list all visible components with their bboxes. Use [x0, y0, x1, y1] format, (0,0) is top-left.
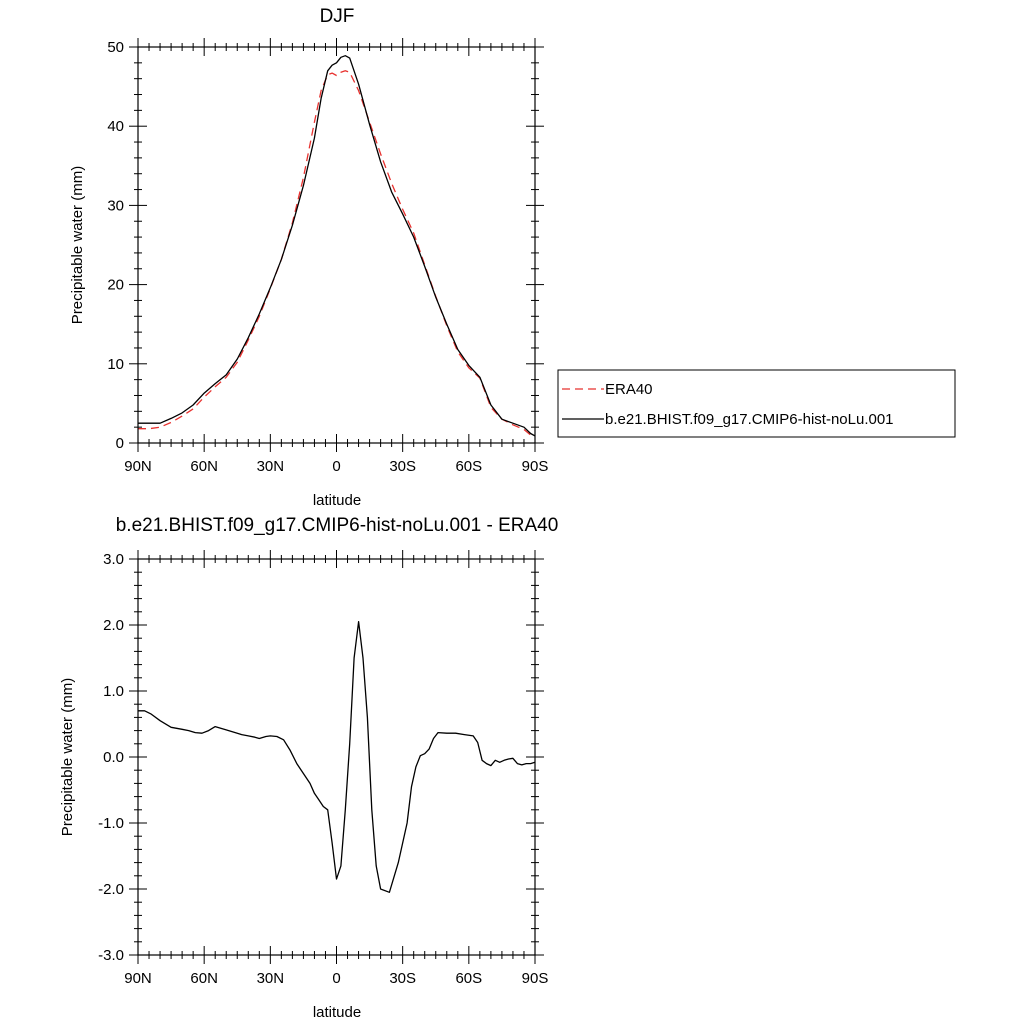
bottom-x-tick-label: 0	[332, 970, 340, 987]
top-x-tick-label: 60S	[455, 458, 482, 475]
top-y-tick-label: 10	[107, 356, 124, 373]
bottom-y-tick-label: -3.0	[98, 947, 124, 964]
legend-label-era40: ERA40	[605, 381, 653, 398]
bottom-x-tick-label: 90N	[124, 970, 152, 987]
bottom-y-tick-label: 3.0	[103, 551, 124, 568]
legend-label-model: b.e21.BHIST.f09_g17.CMIP6-hist-noLu.001	[605, 411, 894, 428]
bottom-series-line-difference	[138, 621, 536, 893]
top-y-tick-label: 30	[107, 197, 124, 214]
bottom-y-tick-label: -1.0	[98, 815, 124, 832]
top-x-tick-label: 30S	[389, 458, 416, 475]
top-x-tick-label: 0	[332, 458, 340, 475]
top-x-tick-labels: 90N 60N 30N 0 30S 60S 90S	[124, 458, 548, 475]
bottom-y-tick-labels: -3.0 -2.0 -1.0 0.0 1.0 2.0 3.0	[98, 551, 124, 964]
bottom-x-tick-labels: 90N 60N 30N 0 30S 60S 90S	[124, 970, 548, 987]
top-y-tick-label: 50	[107, 39, 124, 56]
bottom-x-tick-label: 30S	[389, 970, 416, 987]
bottom-y-tick-label: 2.0	[103, 617, 124, 634]
top-x-tick-label: 90N	[124, 458, 152, 475]
top-x-tick-label: 60N	[190, 458, 218, 475]
bottom-x-tick-label: 30N	[257, 970, 285, 987]
top-series-line-era40	[138, 70, 536, 438]
top-y-axis-title: Precipitable water (mm)	[69, 166, 86, 324]
top-y-tick-label: 40	[107, 118, 124, 135]
top-plot-frame	[137, 46, 536, 444]
top-chart-title: DJF	[320, 6, 355, 27]
top-y-tick-label: 0	[116, 435, 124, 452]
bottom-series-lines	[138, 621, 536, 893]
top-x-axis-title: latitude	[313, 492, 361, 509]
bottom-x-axis-title: latitude	[313, 1004, 361, 1021]
bottom-y-tick-label: 1.0	[103, 683, 124, 700]
top-series-line-model	[138, 55, 536, 437]
bottom-x-tick-label: 90S	[522, 970, 549, 987]
bottom-y-axis-title: Precipitable water (mm)	[59, 678, 76, 836]
top-x-tick-label: 90S	[522, 458, 549, 475]
top-series-lines	[138, 55, 536, 438]
legend: ERA40 b.e21.BHIST.f09_g17.CMIP6-hist-noL…	[557, 369, 956, 438]
bottom-panel: b.e21.BHIST.f09_g17.CMIP6-hist-noLu.001 …	[59, 515, 558, 1021]
top-x-tick-label: 30N	[257, 458, 285, 475]
bottom-plot-frame	[137, 558, 536, 956]
legend-box	[557, 369, 956, 438]
top-axis-ticks	[129, 38, 544, 452]
bottom-x-tick-label: 60S	[455, 970, 482, 987]
bottom-chart-title: b.e21.BHIST.f09_g17.CMIP6-hist-noLu.001 …	[116, 515, 559, 536]
top-panel: DJF 90N 60N 30N 0 30S 60S 90S 0 10 20 30 40 50 lati…	[69, 6, 548, 509]
top-y-tick-labels: 0 10 20 30 40 50	[107, 39, 124, 452]
top-y-tick-label: 20	[107, 277, 124, 294]
bottom-x-tick-label: 60N	[190, 970, 218, 987]
bottom-y-tick-label: -2.0	[98, 881, 124, 898]
bottom-y-tick-label: 0.0	[103, 749, 124, 766]
